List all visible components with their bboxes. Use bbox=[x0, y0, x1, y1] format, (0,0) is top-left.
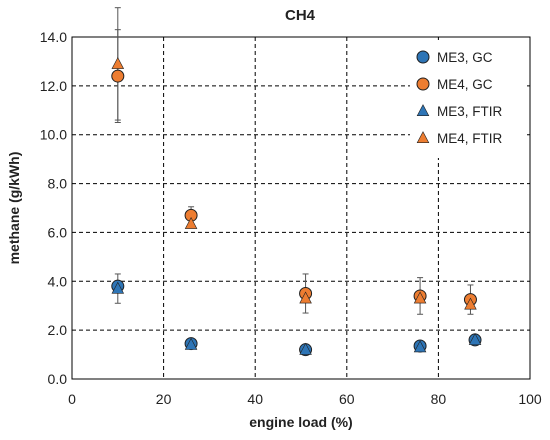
data-points bbox=[111, 56, 482, 357]
y-tick-label: 14.0 bbox=[40, 29, 67, 45]
triangle-point bbox=[413, 291, 427, 304]
y-tick-label: 6.0 bbox=[48, 224, 68, 240]
legend-label: ME4, FTIR bbox=[437, 131, 503, 146]
x-tick-label: 60 bbox=[339, 391, 355, 407]
x-tick-labels: 0 20 40 60 80 100 bbox=[68, 391, 542, 407]
triangle-point bbox=[184, 216, 198, 229]
legend: ME3, GC ME4, GC ME3, FTIR ME4, FTIR bbox=[416, 50, 503, 146]
plot-frame bbox=[71, 36, 531, 380]
circle-point bbox=[111, 69, 125, 83]
legend-label: ME4, GC bbox=[437, 77, 493, 92]
y-tick-label: 8.0 bbox=[48, 176, 68, 192]
legend-marker bbox=[416, 50, 430, 64]
legend-label: ME3, GC bbox=[437, 50, 493, 65]
y-axis-label: methane (g/kWh) bbox=[6, 152, 22, 265]
x-tick-label: 20 bbox=[156, 391, 172, 407]
triangle-point bbox=[299, 291, 312, 304]
y-tick-label: 4.0 bbox=[48, 273, 68, 289]
triangle-point bbox=[184, 337, 198, 350]
x-axis-label: engine load (%) bbox=[249, 414, 352, 430]
legend-marker bbox=[416, 104, 430, 117]
y-tick-label: 10.0 bbox=[40, 127, 67, 143]
y-tick-label: 0.0 bbox=[48, 371, 68, 387]
y-tick-labels: 0.0 2.0 4.0 6.0 8.0 10.0 12.0 14.0 bbox=[40, 29, 67, 387]
x-tick-label: 100 bbox=[518, 391, 542, 407]
x-tick-label: 0 bbox=[68, 391, 76, 407]
y-tick-label: 2.0 bbox=[48, 322, 68, 338]
triangle-point bbox=[413, 340, 427, 353]
triangle-point bbox=[464, 297, 477, 310]
legend-label: ME3, FTIR bbox=[437, 104, 503, 119]
x-tick-label: 40 bbox=[247, 391, 263, 407]
x-tick-label: 80 bbox=[431, 391, 447, 407]
chart-title: CH4 bbox=[285, 7, 316, 24]
triangle-point bbox=[111, 56, 125, 69]
triangle-point bbox=[111, 281, 125, 294]
legend-marker bbox=[416, 131, 430, 144]
triangle-point bbox=[468, 333, 482, 345]
y-tick-label: 12.0 bbox=[40, 78, 67, 94]
triangle-point bbox=[299, 342, 312, 355]
legend-background bbox=[410, 40, 526, 158]
legend-marker bbox=[416, 77, 430, 91]
